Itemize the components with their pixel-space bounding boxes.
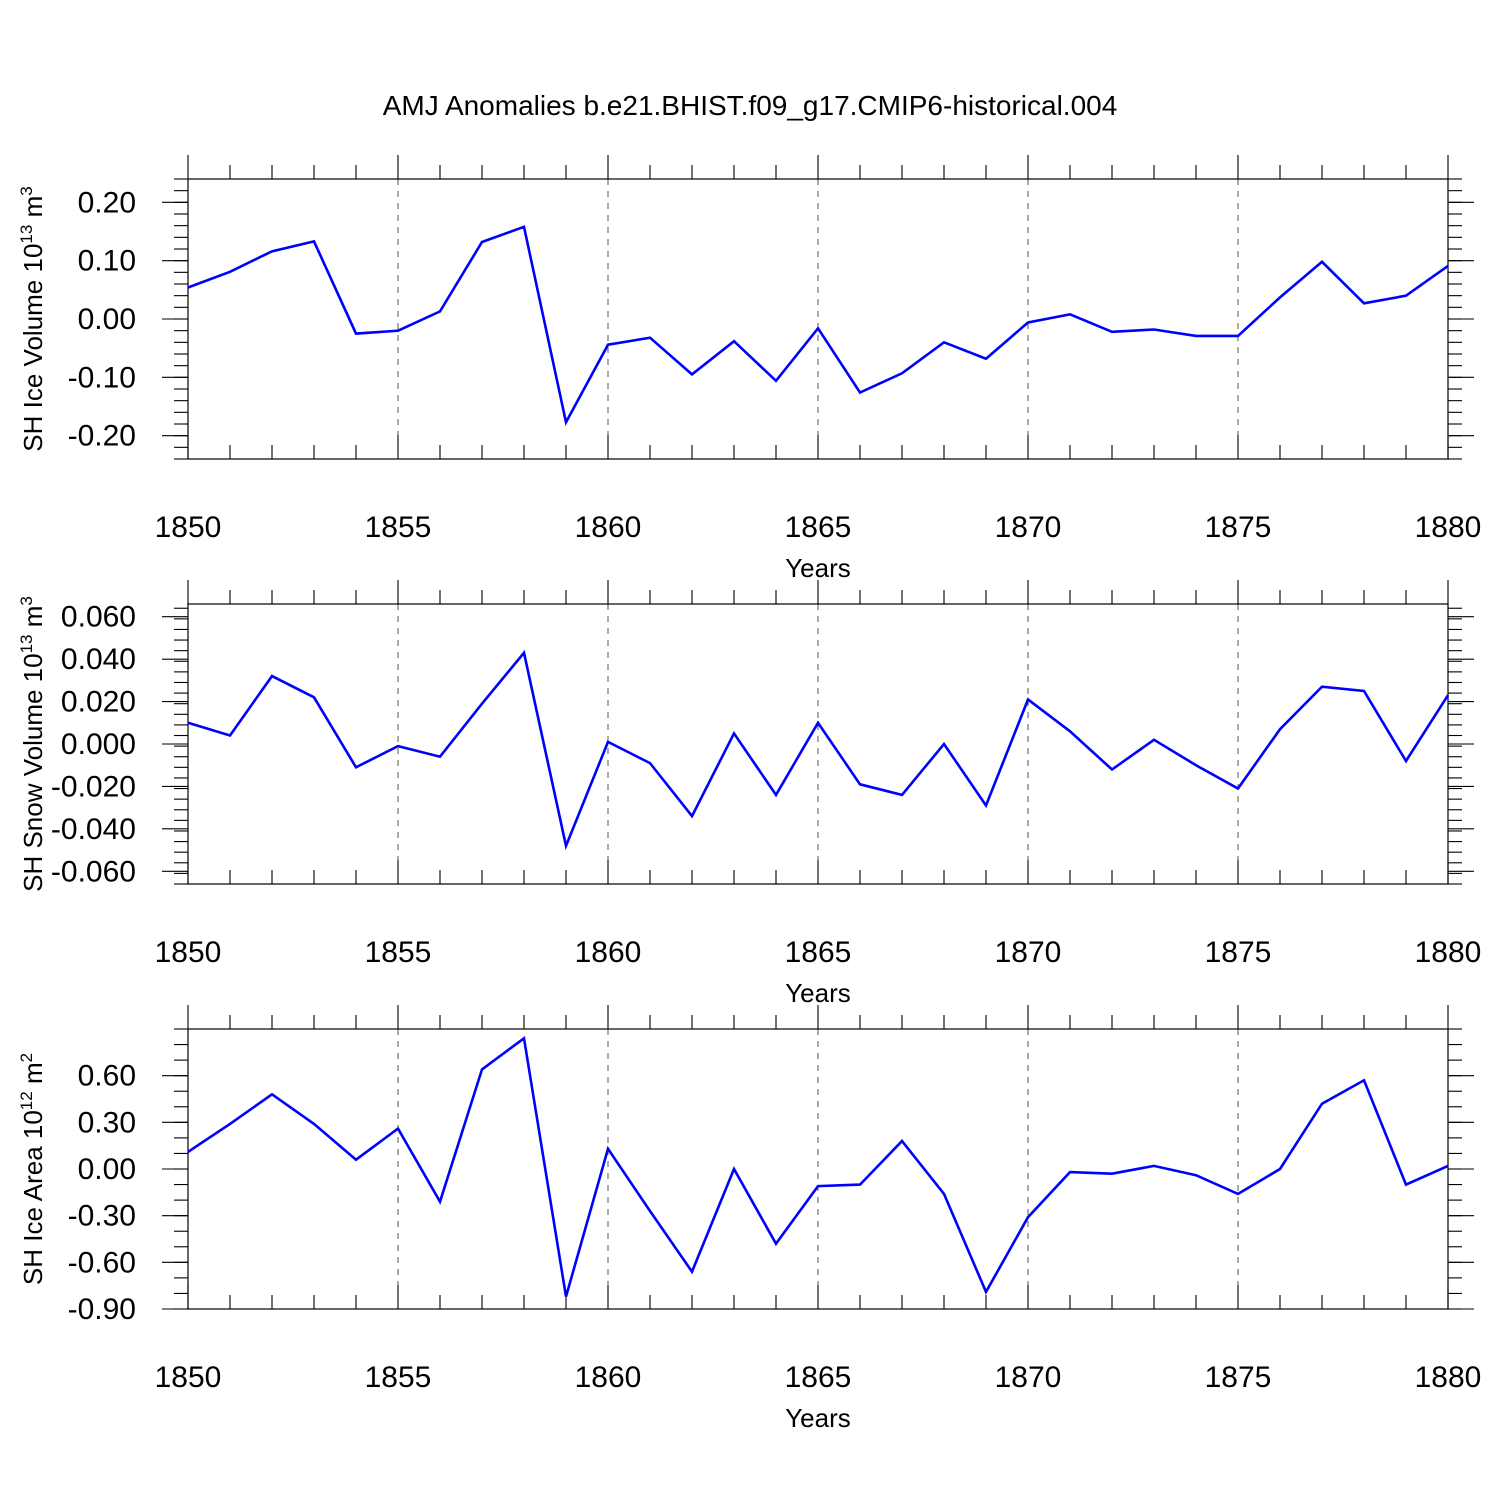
y-tick-label: -0.10 [68, 361, 136, 394]
y-axis-title-exponent: 13 [17, 225, 36, 244]
x-tick-label: 1850 [155, 1361, 222, 1394]
y-tick-label: 0.040 [61, 643, 136, 676]
y-tick-label: 0.000 [61, 728, 136, 761]
x-axis-title-ice-area: Years [785, 1403, 851, 1433]
y-tick-label: -0.040 [51, 813, 136, 846]
y-tick-labels-ice-area: -0.90 -0.60 -0.30 0.00 0.30 0.60 [68, 1060, 136, 1326]
x-tick-label: 1850 [155, 936, 222, 969]
y-axis-title-ice-volume: SH Ice Volume 1013 m3 [17, 186, 48, 451]
y-tick-label: 0.00 [78, 303, 136, 336]
y-axis-title-exponent: 12 [17, 1091, 36, 1110]
ticks-snow-volume [162, 580, 1474, 885]
panel-ice-area: -0.90 -0.60 -0.30 0.00 0.30 0.60 1850 1855 1860… [17, 1005, 1481, 1433]
series-line-snow-volume [187, 649, 1450, 851]
y-axis-title-exponent: 13 [17, 634, 36, 653]
x-tick-label: 1860 [575, 511, 642, 544]
y-axis-title-main: SH Ice Volume 10 [18, 244, 48, 452]
x-tick-label: 1860 [575, 1361, 642, 1394]
y-tick-labels-snow-volume: -0.060 -0.040 -0.020 0.000 0.020 0.040 0.060 [51, 601, 136, 889]
series-ice-volume [187, 225, 1449, 427]
ticks-ice-volume [162, 155, 1474, 460]
y-tick-label: 0.20 [78, 186, 136, 219]
x-tick-label: 1855 [365, 1361, 432, 1394]
x-tick-labels-ice-area: 1850 1855 1860 1865 1870 1875 1880 [155, 1361, 1482, 1394]
panel-ice-volume: -0.20-0.100.000.100.20 1850 1855 1860 1865 1… [17, 155, 1481, 583]
y-axis-title-unit-exponent: 3 [17, 186, 36, 195]
y-tick-label: 0.020 [61, 686, 136, 719]
y-axis-title-unit-exponent: 2 [17, 1053, 36, 1062]
x-tick-label: 1865 [785, 511, 852, 544]
y-axis-title-unit: m [18, 196, 48, 225]
x-axis-title-ice-volume: Years [785, 553, 851, 583]
x-tick-label: 1875 [1205, 936, 1272, 969]
y-axis-title-main: SH Ice Area 10 [18, 1110, 48, 1285]
x-grid-ice-area [397, 1029, 1239, 1309]
y-tick-label: -0.60 [68, 1246, 136, 1279]
series-ice-area [187, 1035, 1449, 1297]
y-tick-label: 0.10 [78, 245, 136, 278]
x-tick-label: 1855 [365, 511, 432, 544]
x-axis-title-snow-volume: Years [785, 978, 851, 1008]
x-tick-label: 1875 [1205, 511, 1272, 544]
y-tick-label: -0.20 [68, 420, 136, 453]
x-tick-label: 1875 [1205, 1361, 1272, 1394]
x-tick-label: 1855 [365, 936, 432, 969]
x-tick-label: 1880 [1415, 1361, 1482, 1394]
y-axis-title-main: SH Snow Volume 10 [18, 653, 48, 891]
series-line-ice-volume [187, 225, 1449, 427]
figure-title: AMJ Anomalies b.e21.BHIST.f09_g17.CMIP6-… [383, 90, 1118, 121]
y-axis-title-ice-area: SH Ice Area 1012 m2 [17, 1053, 48, 1285]
x-grid-ice-volume [397, 179, 1239, 459]
y-tick-label: -0.30 [68, 1200, 136, 1233]
y-tick-label: 0.060 [61, 601, 136, 634]
x-tick-label: 1880 [1415, 936, 1482, 969]
x-tick-label: 1865 [785, 1361, 852, 1394]
x-tick-label: 1880 [1415, 511, 1482, 544]
y-tick-label: 0.60 [78, 1060, 136, 1093]
x-tick-label: 1870 [995, 511, 1062, 544]
y-axis-title-unit-exponent: 3 [17, 596, 36, 605]
y-tick-label: -0.020 [51, 770, 136, 803]
ticks-ice-area [162, 1005, 1474, 1310]
x-tick-label: 1860 [575, 936, 642, 969]
x-tick-label: 1870 [995, 936, 1062, 969]
y-tick-label: -0.90 [68, 1293, 136, 1326]
y-axis-title-unit: m [18, 606, 48, 635]
y-axis-title-snow-volume: SH Snow Volume 1013 m3 [17, 596, 48, 892]
y-axis-title-unit: m [18, 1062, 48, 1091]
y-tick-labels-ice-volume: -0.20 -0.10 0.00 0.10 0.20 [68, 186, 136, 452]
x-tick-label: 1865 [785, 936, 852, 969]
y-tick-label: 0.00 [78, 1153, 136, 1186]
x-grid-snow-volume [397, 604, 1239, 884]
x-tick-labels-ice-volume: 1850 1855 1860 1865 1870 1875 1880 [155, 511, 1482, 544]
x-tick-labels-snow-volume: 1850 1855 1860 1865 1870 1875 1880 [155, 936, 1482, 969]
series-snow-volume [187, 649, 1450, 851]
x-tick-label: 1870 [995, 1361, 1062, 1394]
panel-snow-volume: -0.060 -0.040 -0.020 0.000 0.020 0.040 0.060 1… [17, 580, 1481, 1008]
series-line-ice-area [187, 1035, 1449, 1297]
x-tick-label: 1850 [155, 511, 222, 544]
y-tick-label: -0.060 [51, 855, 136, 888]
y-tick-label: 0.30 [78, 1106, 136, 1139]
